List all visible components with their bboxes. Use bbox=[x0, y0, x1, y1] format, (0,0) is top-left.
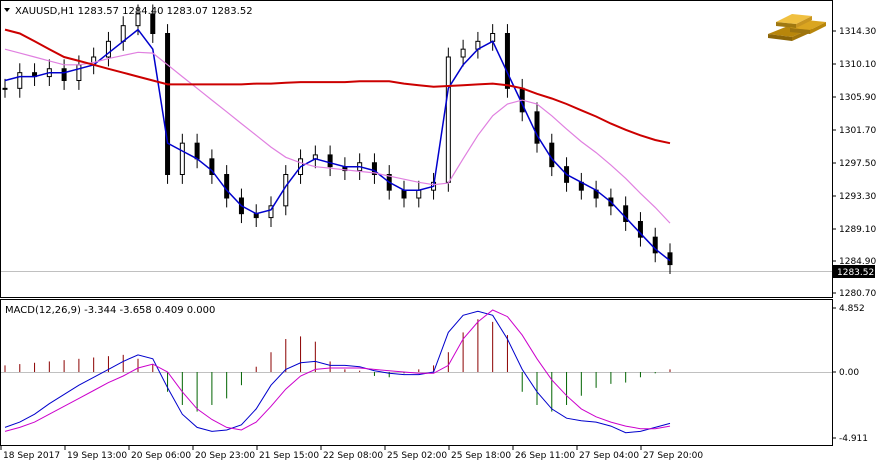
macd-header-text: MACD(12,26,9) -3.344 -3.658 0.409 0.000 bbox=[5, 305, 215, 316]
main-price-panel[interactable] bbox=[0, 0, 833, 298]
price-tick-label: 1305.90 bbox=[839, 93, 876, 103]
time-tick-label: 25 Sep 02:00 bbox=[387, 451, 447, 461]
candle-body bbox=[371, 162, 377, 175]
ma-slow-line bbox=[4, 28, 671, 145]
candle-body bbox=[105, 40, 111, 58]
macd-axis[interactable]: 4.852 0.00 -4.911 bbox=[832, 304, 868, 444]
candle-body bbox=[2, 87, 8, 90]
candle-body bbox=[61, 68, 67, 81]
macd-signal-line bbox=[4, 309, 671, 432]
candle-body bbox=[652, 236, 658, 254]
candle-body bbox=[327, 154, 333, 168]
ma-fast-line bbox=[4, 28, 671, 262]
time-tick-label: 22 Sep 08:00 bbox=[323, 451, 383, 461]
candle-body bbox=[194, 142, 200, 160]
time-tick-label: 21 Sep 15:00 bbox=[259, 451, 319, 461]
candle-body bbox=[490, 33, 496, 42]
time-tick-label: 18 Sep 2017 bbox=[3, 451, 60, 461]
price-candles bbox=[2, 4, 673, 274]
candle-body bbox=[209, 158, 215, 175]
symbol-header-text: XAUUSD,H1 1283.57 1284.40 1283.07 1283.5… bbox=[15, 6, 253, 17]
macd-main-line bbox=[4, 310, 671, 434]
current-price-box bbox=[833, 265, 875, 278]
candle-body bbox=[637, 221, 643, 238]
candle-body bbox=[17, 72, 23, 89]
macd-tick-label: 4.852 bbox=[839, 304, 865, 314]
price-tick-label: 1301.70 bbox=[839, 126, 876, 136]
price-tick-label: 1284.90 bbox=[839, 257, 876, 267]
time-tick-label: 25 Sep 18:00 bbox=[451, 451, 511, 461]
candle-body bbox=[445, 56, 451, 183]
candle-body bbox=[150, 13, 156, 35]
candle-body bbox=[165, 33, 171, 175]
candle-body bbox=[135, 13, 141, 27]
candle-body bbox=[460, 48, 466, 58]
candle-body bbox=[534, 111, 540, 144]
moving-average-lines bbox=[4, 28, 671, 262]
candle-body bbox=[120, 25, 126, 42]
price-tick-label: 1314.30 bbox=[839, 27, 876, 37]
time-tick-label: 27 Sep 04:00 bbox=[579, 451, 639, 461]
time-tick-label: 20 Sep 23:00 bbox=[195, 451, 255, 461]
candle-body bbox=[76, 64, 82, 82]
macd-lines bbox=[4, 309, 671, 434]
time-tick-label: 20 Sep 06:00 bbox=[131, 451, 191, 461]
macd-histogram bbox=[4, 319, 671, 412]
gold-bars-icon bbox=[760, 10, 832, 48]
candle-body bbox=[623, 205, 629, 222]
time-axis[interactable]: 18 Sep 2017 19 Sep 13:00 20 Sep 06:00 20… bbox=[0, 446, 703, 461]
candle-body bbox=[224, 174, 230, 199]
candle-body bbox=[268, 205, 274, 219]
candle-body bbox=[504, 33, 510, 89]
candle-body bbox=[416, 189, 422, 199]
price-tick-label: 1280.70 bbox=[839, 289, 876, 299]
candle-body bbox=[283, 174, 289, 207]
dropdown-triangle-icon[interactable] bbox=[4, 8, 10, 12]
macd-tick-label: -4.911 bbox=[839, 434, 868, 444]
time-tick-label: 27 Sep 20:00 bbox=[643, 451, 703, 461]
candle-body bbox=[401, 189, 407, 199]
symbol-header: XAUUSD,H1 1283.57 1284.40 1283.07 1283.5… bbox=[4, 6, 253, 17]
macd-tick-label: 0.00 bbox=[839, 368, 859, 378]
price-tick-label: 1297.50 bbox=[839, 159, 876, 169]
candle-body bbox=[179, 142, 185, 176]
price-tick-label: 1289.10 bbox=[839, 225, 876, 235]
candle-body bbox=[549, 142, 555, 168]
time-tick-label: 19 Sep 13:00 bbox=[67, 451, 127, 461]
current-price-label: 1283.52 bbox=[837, 268, 874, 278]
price-tick-label: 1293.30 bbox=[839, 192, 876, 202]
price-tick-label: 1310.10 bbox=[839, 60, 876, 70]
ma-mid-line bbox=[4, 48, 671, 224]
price-axis[interactable]: 1314.30 1310.10 1305.90 1301.70 1297.50 … bbox=[832, 27, 876, 299]
time-tick-label: 26 Sep 11:00 bbox=[515, 451, 575, 461]
